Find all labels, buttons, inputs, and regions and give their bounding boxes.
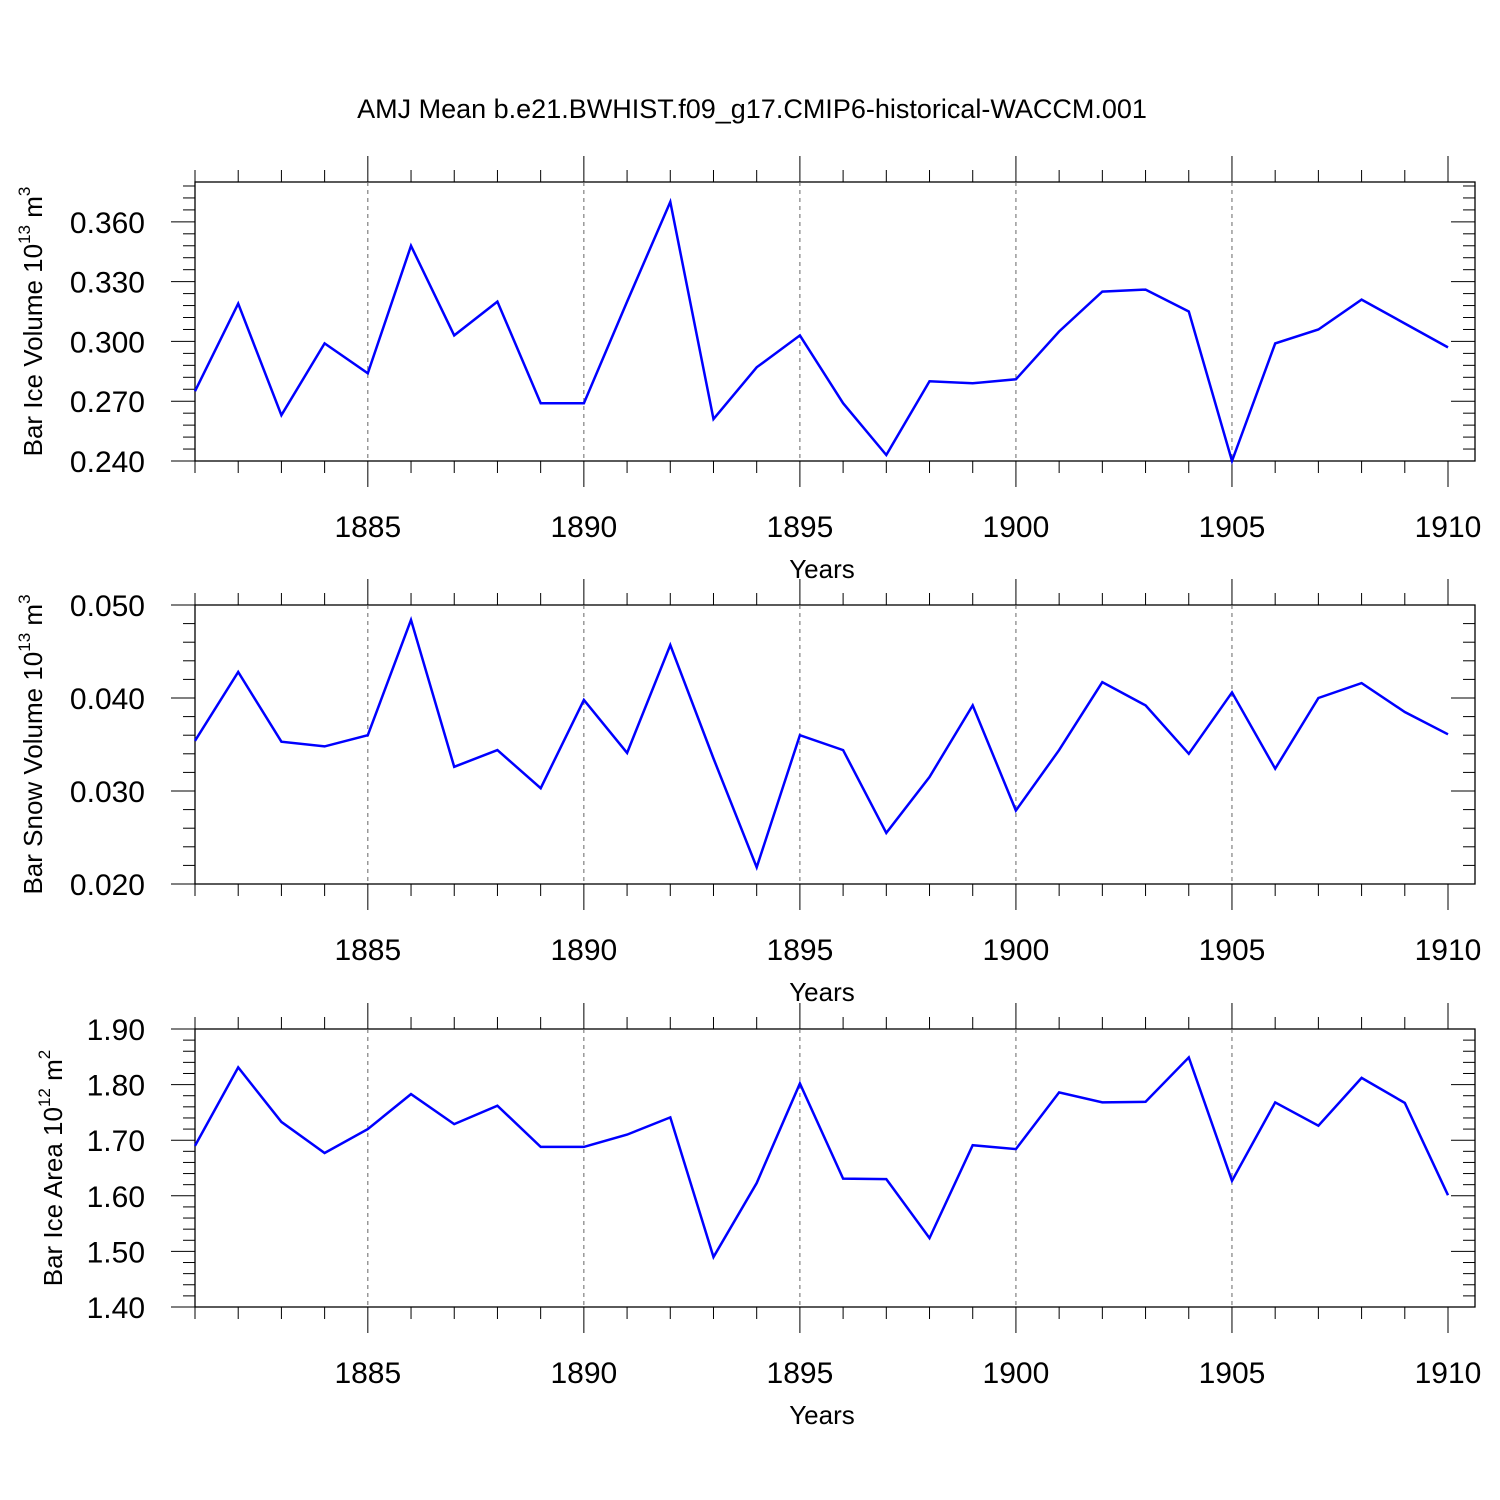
x-tick-label: 1900 xyxy=(983,511,1050,544)
x-tick-label: 1905 xyxy=(1199,1357,1266,1390)
y-axis-label-main: Bar Ice Volume 10 xyxy=(18,244,48,456)
y-axis-label-unit: m xyxy=(38,1059,68,1088)
x-tick-label: 1885 xyxy=(334,934,401,967)
y-axis-label-unit-exponent: 3 xyxy=(15,594,34,603)
x-tick-label: 1910 xyxy=(1415,511,1482,544)
y-tick-label: 0.240 xyxy=(70,446,145,479)
plot-frame xyxy=(194,604,1476,885)
x-tick-label: 1910 xyxy=(1415,1357,1482,1390)
y-tick-label: 0.360 xyxy=(70,207,145,240)
y-tick-label: 1.70 xyxy=(87,1125,145,1158)
plot-frame xyxy=(194,1028,1476,1308)
x-tick-label: 1890 xyxy=(550,934,617,967)
y-axis-label: Bar Ice Area 1012 m2 xyxy=(35,1050,68,1287)
x-tick-label: 1890 xyxy=(550,511,617,544)
series-line xyxy=(193,615,1449,871)
y-axis-label-main: Bar Ice Area 10 xyxy=(38,1107,68,1286)
series-line xyxy=(193,197,1449,466)
y-tick-label: 1.90 xyxy=(87,1014,145,1047)
chart-title: AMJ Mean b.e21.BWHIST.f09_g17.CMIP6-hist… xyxy=(357,94,1147,124)
plot-frame xyxy=(194,181,1476,462)
y-axis-label: Bar Ice Volume 1013 m3 xyxy=(15,187,48,457)
y-tick-label: 1.40 xyxy=(87,1292,145,1325)
x-tick-label: 1900 xyxy=(983,1357,1050,1390)
x-axis-label: Years xyxy=(789,977,855,1007)
y-axis-label-main: Bar Snow Volume 10 xyxy=(18,652,48,895)
y-tick-label: 1.50 xyxy=(87,1236,145,1269)
y-axis-label-exponent: 13 xyxy=(15,225,34,244)
y-tick-label: 0.300 xyxy=(70,326,145,359)
x-tick-label: 1895 xyxy=(767,1357,834,1390)
x-tick-label: 1890 xyxy=(550,1357,617,1390)
x-axis-label: Years xyxy=(789,1400,855,1430)
y-axis-label-unit-exponent: 2 xyxy=(35,1050,54,1059)
y-axis-label-unit: m xyxy=(18,196,48,225)
y-tick-label: 0.040 xyxy=(70,683,145,716)
y-tick-label: 1.80 xyxy=(87,1070,145,1103)
x-tick-label: 1905 xyxy=(1199,934,1266,967)
y-tick-label: 0.020 xyxy=(70,869,145,902)
y-tick-label: 0.050 xyxy=(70,590,145,623)
x-tick-label: 1895 xyxy=(767,934,834,967)
y-axis-label-exponent: 12 xyxy=(35,1088,54,1107)
y-axis-label: Bar Snow Volume 1013 m3 xyxy=(15,594,48,894)
y-tick-label: 0.330 xyxy=(70,267,145,300)
y-tick-label: 1.60 xyxy=(87,1181,145,1214)
y-tick-label: 0.030 xyxy=(70,776,145,809)
panel-2: 0.020 0.030 0.040 0.050 1885 1890 1895 1900 1905… xyxy=(15,579,1481,1007)
y-axis-label-exponent: 13 xyxy=(15,633,34,652)
series-line xyxy=(193,1055,1450,1261)
y-axis-label-unit: m xyxy=(18,604,48,633)
x-tick-label: 1885 xyxy=(334,511,401,544)
panel-1: 0.240 0.270 0.300 0.330 0.360 1885 1890 1895 190… xyxy=(15,156,1481,584)
x-tick-label: 1905 xyxy=(1199,511,1266,544)
panel-3: 1.40 1.50 1.60 1.70 1.80 1.90 1885 1890 1895 1900… xyxy=(35,1003,1481,1430)
y-axis-label-unit-exponent: 3 xyxy=(15,187,34,196)
x-tick-label: 1910 xyxy=(1415,934,1482,967)
y-tick-label: 0.270 xyxy=(70,386,145,419)
x-tick-label: 1900 xyxy=(983,934,1050,967)
x-axis-label: Years xyxy=(789,554,855,584)
x-tick-label: 1885 xyxy=(334,1357,401,1390)
x-tick-label: 1895 xyxy=(767,511,834,544)
